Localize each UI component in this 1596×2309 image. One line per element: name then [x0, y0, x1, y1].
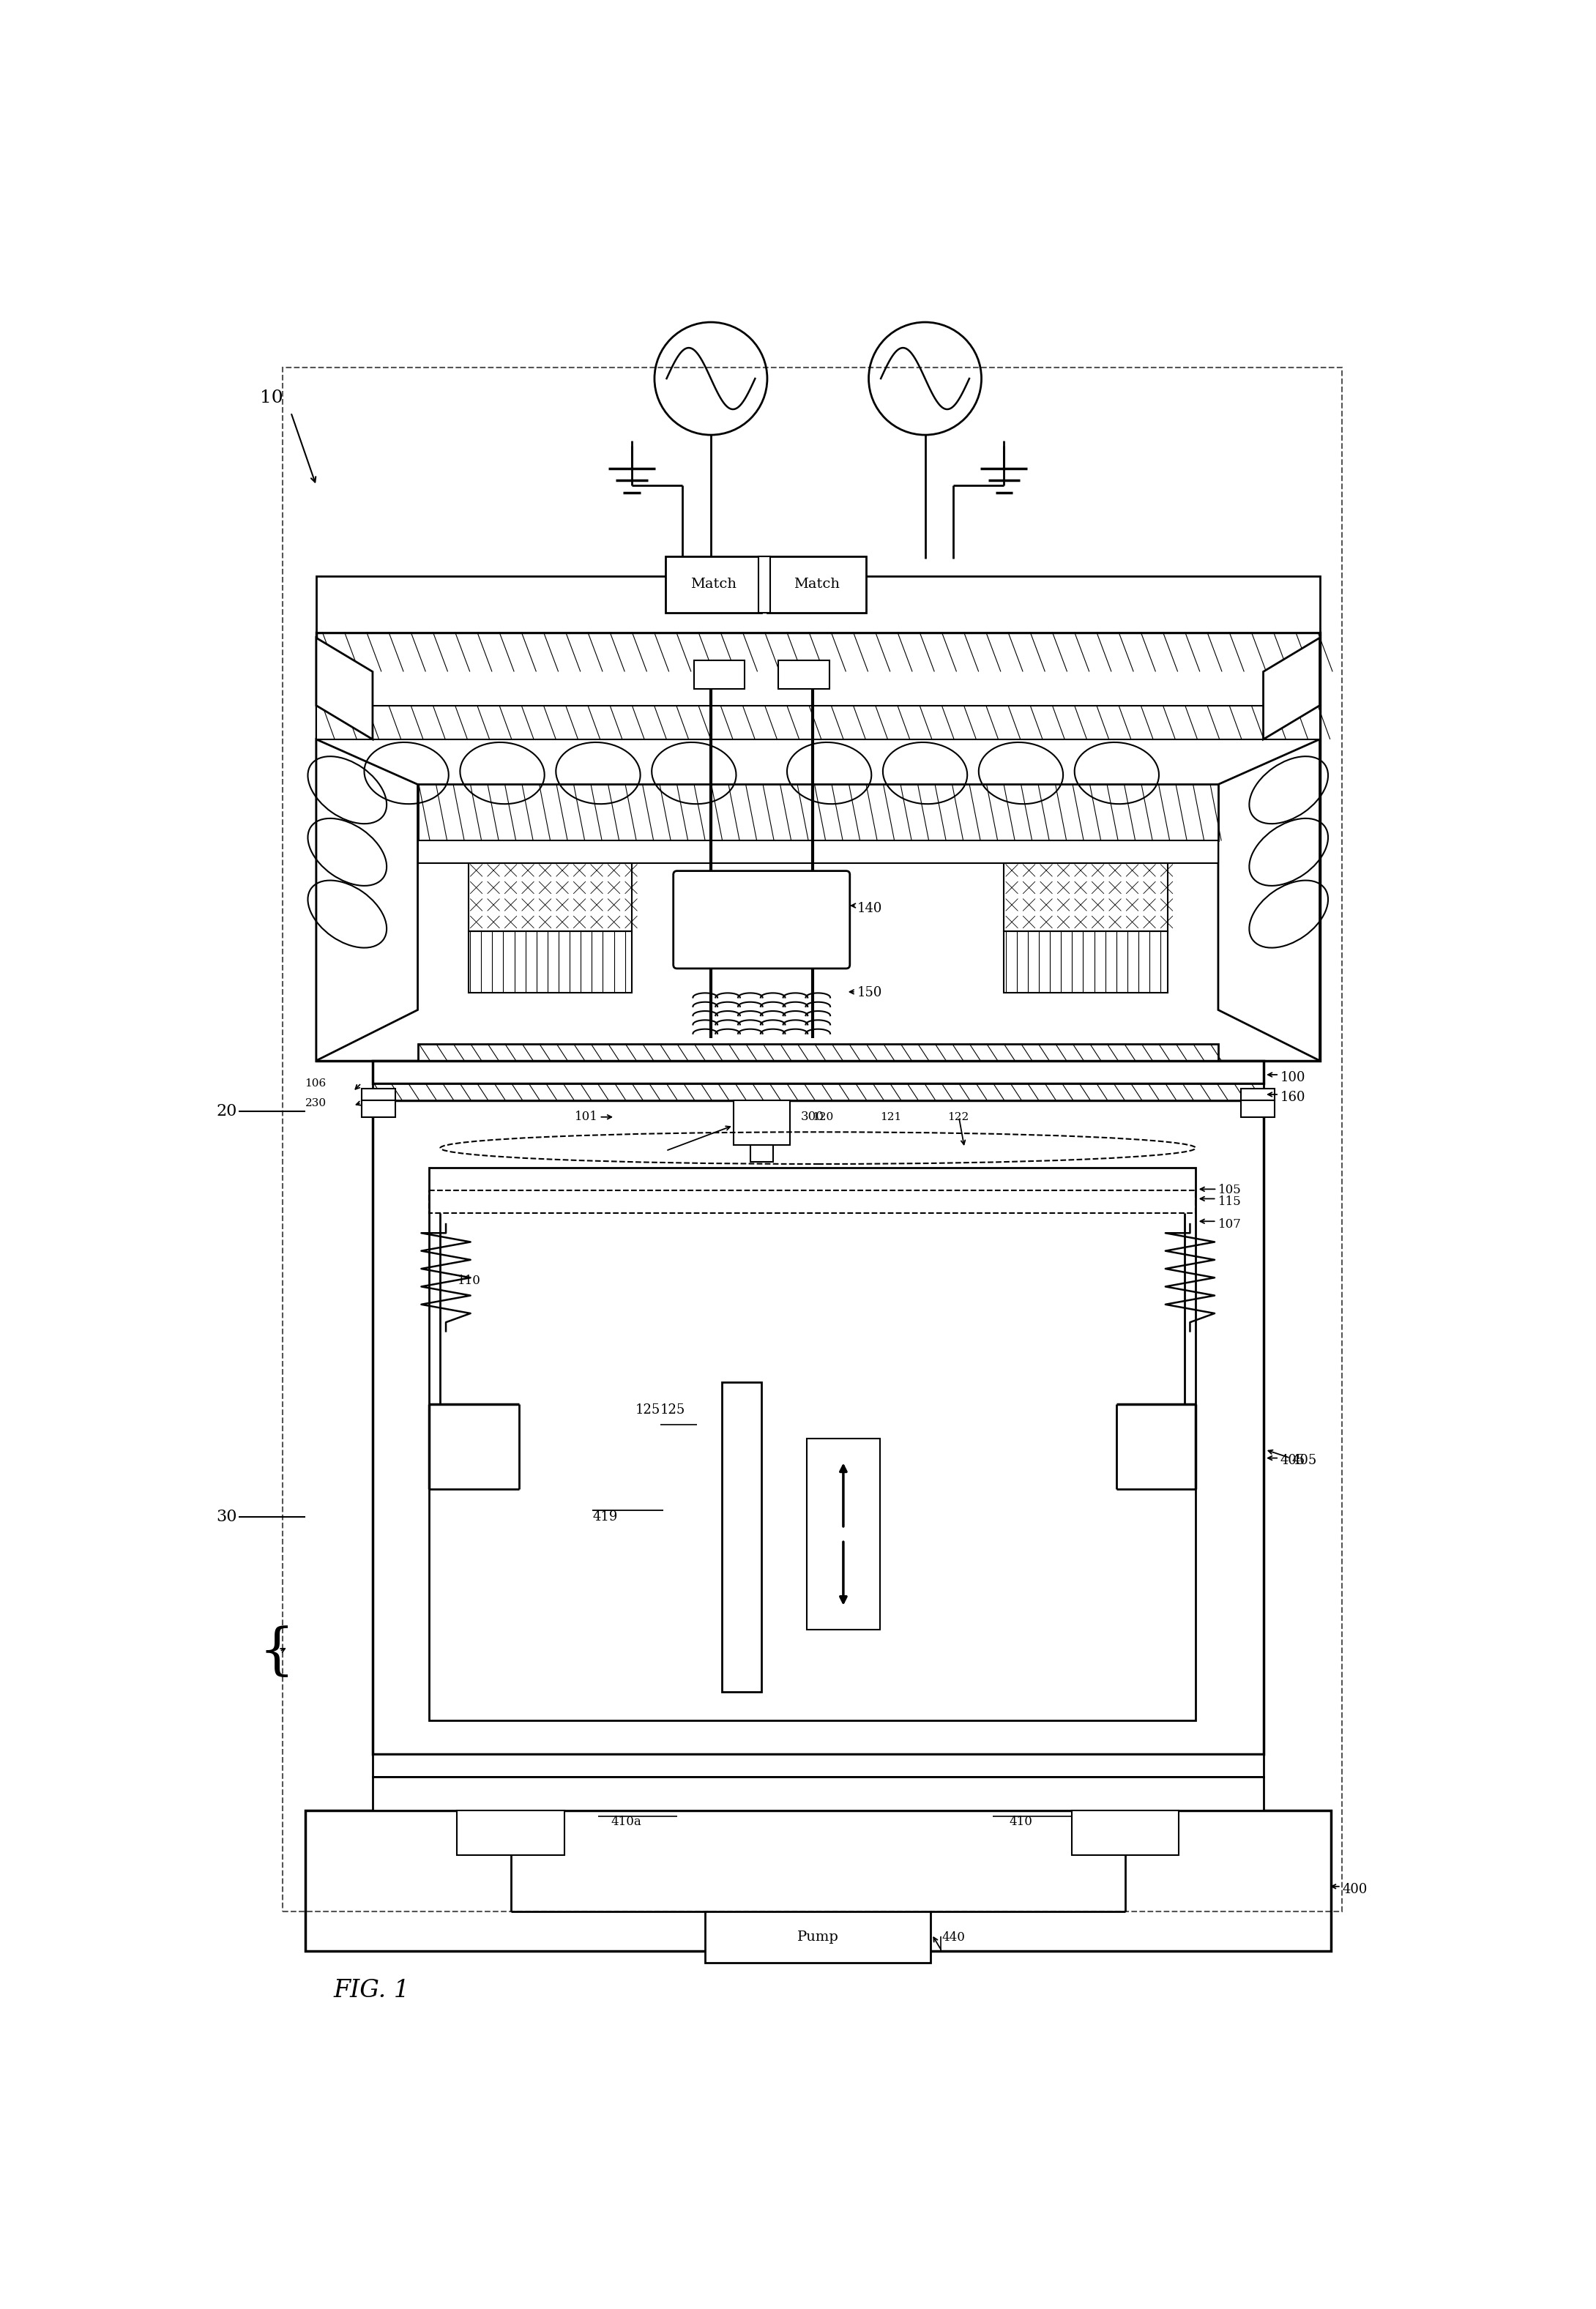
- Text: 120: 120: [812, 1113, 833, 1122]
- Bar: [666, 556, 761, 612]
- Text: 405: 405: [1280, 1455, 1306, 1469]
- Bar: [469, 864, 632, 931]
- Bar: [1004, 864, 1167, 931]
- Bar: [372, 1776, 1264, 1810]
- Bar: [418, 840, 1218, 864]
- Bar: [1004, 931, 1167, 993]
- Text: 100: 100: [1280, 1071, 1306, 1085]
- Polygon shape: [1264, 637, 1320, 739]
- Text: Match: Match: [793, 577, 839, 591]
- Bar: [372, 1060, 1264, 1083]
- Bar: [361, 1090, 396, 1099]
- Polygon shape: [1218, 739, 1320, 1060]
- Bar: [806, 1439, 879, 1630]
- Bar: [305, 1810, 1331, 1951]
- Text: 410: 410: [1009, 1815, 1033, 1829]
- Bar: [361, 1099, 396, 1118]
- Text: Pump: Pump: [796, 1930, 839, 1944]
- Text: 125: 125: [661, 1404, 685, 1418]
- Bar: [372, 1083, 1264, 1099]
- Bar: [469, 931, 632, 993]
- Bar: [316, 707, 1320, 739]
- Text: 419: 419: [592, 1510, 618, 1524]
- Bar: [1240, 1090, 1275, 1099]
- Bar: [758, 556, 769, 612]
- Text: 410a: 410a: [611, 1815, 642, 1829]
- Polygon shape: [316, 637, 372, 739]
- Bar: [705, 1912, 930, 1963]
- Bar: [694, 660, 745, 688]
- Text: 30: 30: [217, 1510, 238, 1526]
- Bar: [734, 1099, 790, 1145]
- Bar: [429, 1168, 1195, 1720]
- Bar: [1240, 1099, 1275, 1118]
- Text: 140: 140: [857, 903, 883, 914]
- Text: FIG. 1: FIG. 1: [334, 1979, 410, 2002]
- Text: 405: 405: [1291, 1455, 1317, 1469]
- Bar: [372, 1755, 1264, 1776]
- Bar: [316, 575, 1320, 633]
- Text: 150: 150: [857, 986, 883, 1000]
- Text: 440: 440: [942, 1930, 966, 1944]
- Bar: [418, 1044, 1218, 1060]
- Text: {: {: [259, 1626, 295, 1679]
- Text: 105: 105: [1218, 1185, 1242, 1196]
- Bar: [750, 1145, 772, 1161]
- Bar: [418, 785, 1218, 840]
- Bar: [721, 1383, 761, 1692]
- Text: 110: 110: [456, 1275, 480, 1286]
- Text: 125: 125: [635, 1404, 661, 1418]
- Text: 300: 300: [801, 1111, 825, 1122]
- Text: 230: 230: [305, 1097, 326, 1108]
- Text: 400: 400: [1342, 1882, 1368, 1896]
- Text: 160: 160: [1280, 1090, 1306, 1104]
- Polygon shape: [316, 739, 418, 1060]
- Bar: [1071, 1810, 1179, 1856]
- Bar: [779, 660, 830, 688]
- Text: 107: 107: [1218, 1217, 1242, 1231]
- Text: 106: 106: [305, 1078, 326, 1088]
- Text: 121: 121: [879, 1113, 902, 1122]
- Bar: [282, 367, 1342, 1912]
- Bar: [768, 556, 867, 612]
- Bar: [456, 1810, 565, 1856]
- Text: 101: 101: [575, 1111, 598, 1122]
- Text: 10: 10: [260, 390, 282, 406]
- Text: 20: 20: [217, 1104, 238, 1120]
- Bar: [316, 633, 1320, 1060]
- Text: 122: 122: [948, 1113, 969, 1122]
- Bar: [429, 1189, 1195, 1212]
- Bar: [372, 1099, 1264, 1755]
- Text: Match: Match: [691, 577, 737, 591]
- FancyBboxPatch shape: [674, 870, 849, 967]
- Text: 115: 115: [1218, 1196, 1242, 1208]
